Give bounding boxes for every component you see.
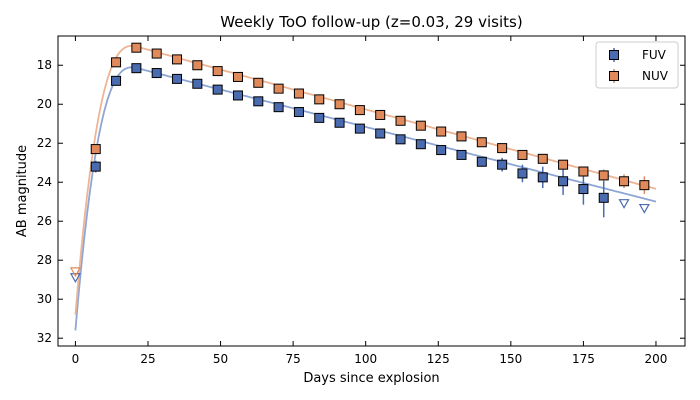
x-tick-label: 75 — [285, 352, 300, 366]
model-curves — [74, 44, 657, 331]
y-tick-label: 30 — [37, 292, 52, 306]
x-tick-label: 150 — [499, 352, 522, 366]
nuv-data-point — [395, 115, 406, 126]
nuv-data-point — [212, 66, 223, 77]
axis-ticks: 0 25 50 75 100 125 150 175 200 18 20 22 24 26 28 30 32 — [37, 36, 685, 366]
x-tick-label: 25 — [140, 352, 155, 366]
data-points — [69, 42, 650, 283]
fuv-data-point — [537, 172, 548, 183]
nuv-data-point — [314, 94, 325, 105]
fuv-data-point — [476, 156, 487, 167]
fuv-upper-limit-marker — [69, 273, 81, 283]
legend: FUV NUV — [595, 41, 679, 89]
nuv-data-point — [436, 126, 447, 137]
nuv-data-point — [639, 180, 650, 191]
fuv-data-point — [192, 78, 203, 89]
fuv-data-point — [375, 128, 386, 139]
fuv-data-point — [273, 102, 284, 113]
fuv-data-point — [90, 161, 101, 172]
fuv-data-point — [334, 117, 345, 128]
fuv-data-point — [598, 192, 609, 203]
nuv-model-curve — [74, 44, 657, 315]
nuv-data-point — [192, 60, 203, 71]
y-tick-label: 32 — [37, 331, 52, 345]
nuv-data-point — [619, 176, 630, 187]
fuv-model-curve — [74, 66, 657, 331]
fuv-data-point — [232, 90, 243, 101]
nuv-data-point — [151, 48, 162, 59]
fuv-data-point — [111, 75, 122, 86]
nuv-upper-limit-marker — [69, 267, 81, 278]
fuv-data-point — [497, 159, 508, 170]
fuv-data-point — [395, 134, 406, 145]
fuv-legend-marker — [609, 50, 619, 60]
nuv-data-point — [558, 159, 569, 170]
fuv-data-point — [558, 176, 569, 187]
nuv-data-point — [476, 137, 487, 148]
nuv-data-point — [497, 143, 508, 154]
nuv-data-point — [537, 153, 548, 164]
nuv-legend-label: NUV — [642, 69, 669, 83]
nuv-data-point — [415, 120, 426, 131]
y-tick-label: 28 — [37, 253, 52, 267]
fuv-data-point — [456, 149, 467, 160]
nuv-legend-marker — [609, 71, 619, 81]
fuv-data-point — [436, 145, 447, 156]
fuv-data-point — [517, 168, 528, 179]
nuv-data-point — [578, 166, 589, 177]
fuv-data-point — [151, 68, 162, 79]
y-axis-label: AB magnitude — [15, 145, 30, 237]
nuv-data-point — [293, 88, 304, 99]
fuv-data-point — [172, 73, 183, 84]
nuv-data-point — [375, 109, 386, 120]
fuv-data-point — [415, 139, 426, 150]
chart-title: Weekly ToO follow-up (z=0.03, 29 visits) — [220, 13, 522, 31]
fuv-data-point — [131, 63, 142, 74]
plot-area-frame — [57, 35, 686, 347]
x-tick-label: 175 — [572, 352, 595, 366]
y-tick-label: 22 — [37, 136, 52, 150]
fuv-data-point — [293, 107, 304, 118]
x-tick-label: 50 — [213, 352, 228, 366]
x-tick-label: 0 — [72, 352, 80, 366]
fuv-data-point — [212, 84, 223, 95]
nuv-data-point — [517, 149, 528, 160]
x-axis-label: Days since explosion — [303, 371, 439, 386]
nuv-data-point — [253, 77, 264, 88]
x-tick-label: 100 — [354, 352, 377, 366]
fuv-upper-limit-marker — [638, 203, 650, 214]
y-tick-label: 24 — [37, 175, 52, 189]
fuv-data-point — [354, 123, 365, 134]
nuv-data-point — [598, 170, 609, 181]
fuv-data-point — [314, 112, 325, 123]
nuv-data-point — [334, 99, 345, 110]
nuv-data-point — [172, 54, 183, 65]
nuv-data-point — [90, 144, 101, 155]
fuv-upper-limit-marker — [618, 199, 630, 209]
fuv-legend-label: FUV — [642, 48, 667, 62]
y-tick-label: 20 — [37, 97, 52, 111]
nuv-data-point — [111, 57, 122, 68]
y-tick-label: 26 — [37, 214, 52, 228]
nuv-data-point — [354, 105, 365, 116]
nuv-data-point — [456, 131, 467, 142]
nuv-data-point — [273, 83, 284, 94]
nuv-data-point — [131, 42, 142, 53]
fuv-data-point — [578, 184, 589, 195]
nuv-data-point — [232, 71, 243, 82]
x-tick-label: 125 — [427, 352, 450, 366]
x-tick-label: 200 — [645, 352, 668, 366]
fuv-data-point — [253, 96, 264, 107]
y-tick-label: 18 — [37, 58, 52, 72]
